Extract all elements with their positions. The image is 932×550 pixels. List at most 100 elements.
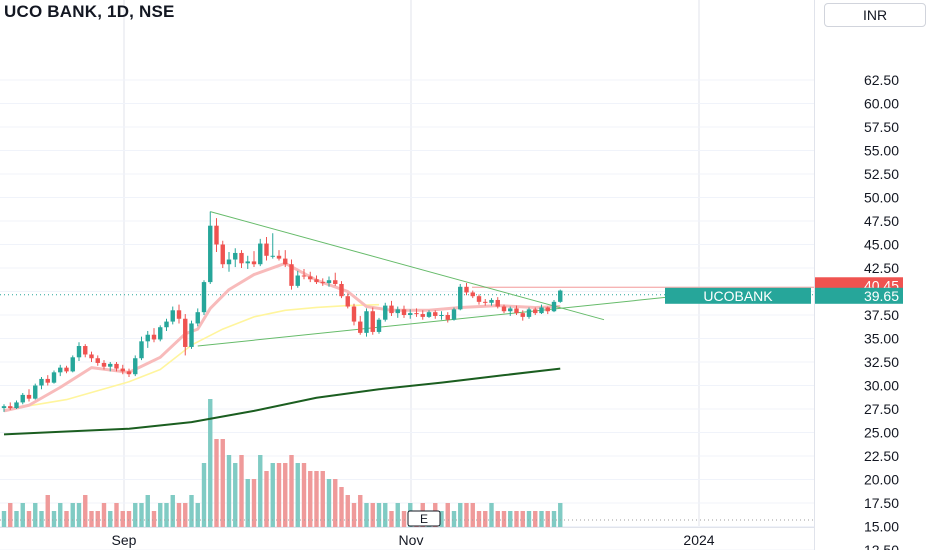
volume-bar <box>39 511 44 527</box>
volume-bar <box>64 511 69 527</box>
volume-bar <box>395 503 400 527</box>
volume-bar <box>458 503 463 527</box>
candle-body <box>108 363 113 367</box>
volume-bar <box>445 503 450 527</box>
volume-bar <box>508 511 513 527</box>
candle-body <box>301 275 307 277</box>
candle-body <box>126 371 132 375</box>
volume-bar <box>239 455 244 527</box>
currency-selector[interactable]: INR <box>824 3 926 27</box>
candle-body <box>476 296 482 302</box>
candle-body <box>420 314 425 317</box>
volume-bar <box>170 495 175 527</box>
volume-bar <box>220 439 225 527</box>
volume-bar <box>370 503 375 527</box>
candle-body <box>264 243 269 256</box>
candle-body <box>526 309 532 317</box>
candle-body <box>1 406 7 409</box>
volume-bar <box>264 471 269 527</box>
candle-body <box>326 280 332 284</box>
candle-body <box>320 282 325 284</box>
volume-bar <box>33 503 38 527</box>
volume-bar <box>308 471 313 527</box>
candle-body <box>170 310 175 322</box>
volume-bar <box>326 479 332 527</box>
volume-bar <box>70 503 75 527</box>
volume-bar <box>208 399 213 527</box>
price-axis-label: 45.00 <box>864 237 899 253</box>
candle-body <box>101 362 107 367</box>
candle-body <box>276 255 282 259</box>
volume-bar <box>164 503 169 527</box>
volume-bar <box>176 503 182 527</box>
candle-body <box>151 334 157 340</box>
last-price-value: 39.65 <box>864 288 899 304</box>
volume-bar <box>520 511 525 527</box>
price-axis-label: 42.50 <box>864 260 899 276</box>
volume-bar <box>145 495 150 527</box>
volume-bar <box>226 455 232 527</box>
volume-bar <box>95 511 100 527</box>
candle-body <box>270 255 275 257</box>
candle-body <box>314 279 319 283</box>
candle-body <box>439 315 444 316</box>
volume-bar <box>233 463 238 527</box>
volume-bar <box>295 463 300 527</box>
price-axis-label: 35.00 <box>864 331 899 347</box>
volume-bar <box>551 511 557 527</box>
candle-body <box>208 225 213 283</box>
candle-body <box>351 306 357 322</box>
volume-bar <box>545 511 550 527</box>
candle-body <box>245 261 250 264</box>
candle-body <box>76 346 82 358</box>
volume-bar <box>558 503 563 527</box>
earnings-marker-box <box>407 510 441 527</box>
volume-bar <box>383 503 388 527</box>
candle-body <box>226 259 232 265</box>
price-axis-label: 17.50 <box>864 495 899 511</box>
candle-body <box>451 309 457 320</box>
candle-body <box>470 292 475 297</box>
volume-bar <box>139 503 144 527</box>
volume-bar <box>351 503 357 527</box>
candle-body <box>489 299 494 303</box>
chart-title: UCO BANK, 1D, NSE <box>4 2 175 21</box>
upper-trendline <box>210 211 605 321</box>
volume-bar <box>276 463 282 527</box>
price-axis-label: 15.00 <box>864 519 899 535</box>
candle-body <box>158 327 163 340</box>
volume-bar <box>76 503 82 527</box>
volume-bar <box>501 511 507 527</box>
candle-body <box>51 372 57 383</box>
price-axis-label: 62.50 <box>864 72 899 88</box>
price-axis-label: 37.50 <box>864 307 899 323</box>
candle-body <box>533 309 538 314</box>
last-price-badge <box>815 287 903 304</box>
volume-bar <box>26 511 32 527</box>
candle-body <box>426 312 432 317</box>
volume-bar <box>333 479 338 527</box>
candle-body <box>364 311 369 333</box>
volume-bar <box>526 511 532 527</box>
candle-body <box>239 252 244 264</box>
volume-bar <box>364 503 369 527</box>
candle-body <box>370 311 375 332</box>
volume-bar <box>245 479 250 527</box>
candle-body <box>339 283 344 297</box>
volume-bar <box>101 503 107 527</box>
price-axis-label: 55.00 <box>864 143 899 159</box>
price-axis-label: 20.00 <box>864 472 899 488</box>
price-axis-label: 47.50 <box>864 213 899 229</box>
candle-body <box>495 299 500 307</box>
volume-bar <box>301 463 307 527</box>
price-axis-label: 25.00 <box>864 425 899 441</box>
candle-body <box>89 354 94 359</box>
candle-body <box>289 264 294 286</box>
candle-body <box>376 319 382 332</box>
candle-body <box>545 307 550 312</box>
candle-body <box>8 406 13 409</box>
candle-body <box>483 301 488 303</box>
candle-body <box>201 282 207 313</box>
volume-bar <box>495 511 500 527</box>
